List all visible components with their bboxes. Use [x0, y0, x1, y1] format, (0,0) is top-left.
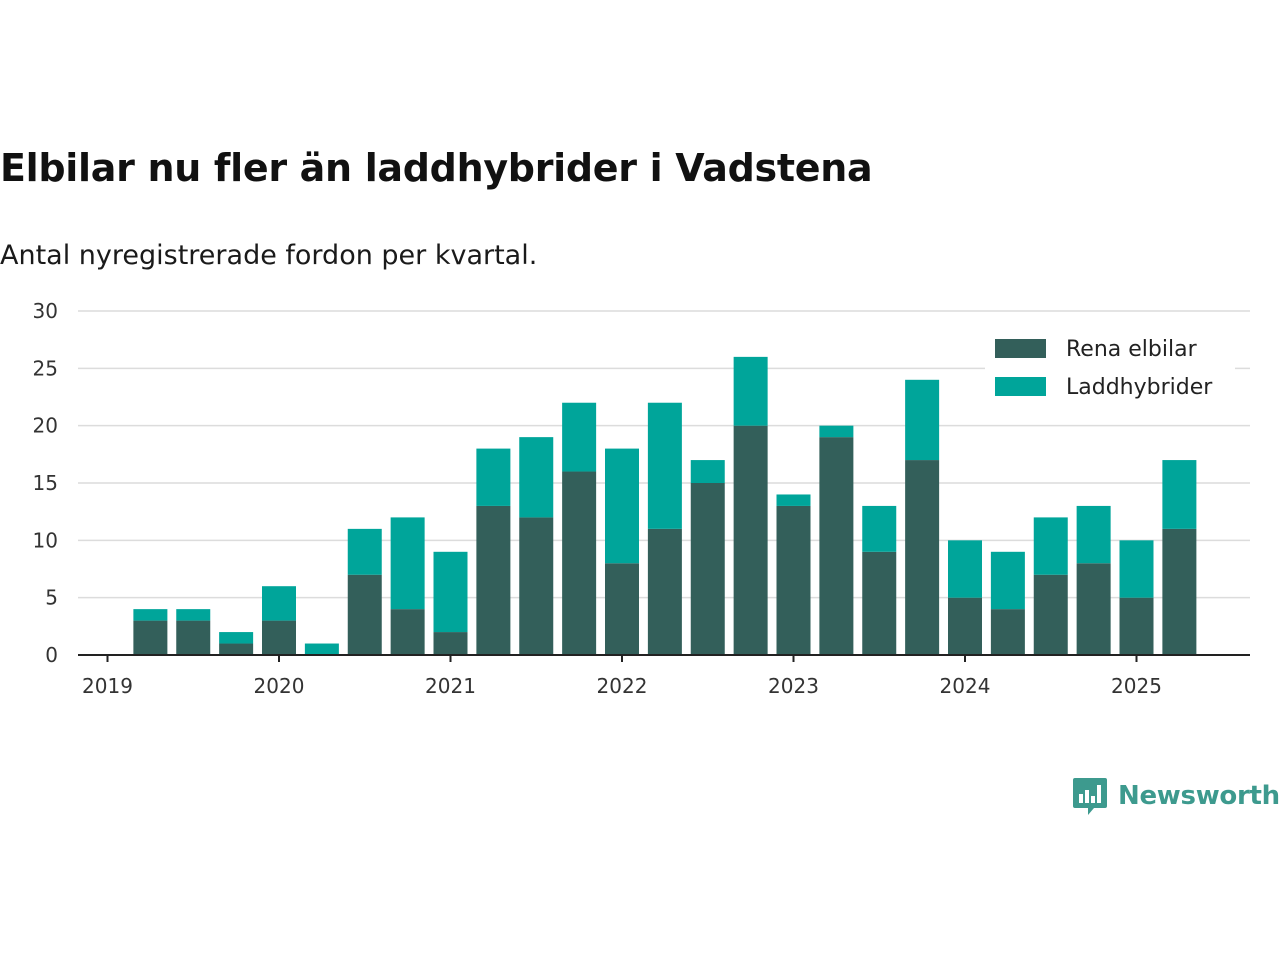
bar-laddhybrider [262, 586, 296, 621]
bar-rena-elbilar [433, 632, 468, 655]
brand-name: Newsworthy [1118, 781, 1280, 811]
bar-laddhybrider [219, 632, 254, 644]
bar-laddhybrider [519, 437, 554, 518]
x-tick-label: 2021 [425, 674, 476, 698]
y-tick-label: 25 [33, 356, 58, 380]
bar-laddhybrider [1033, 517, 1068, 575]
bar-laddhybrider [690, 460, 725, 483]
bar-laddhybrider [1119, 540, 1154, 598]
chart-title: Elbilar nu fler än laddhybrider i Vadste… [0, 146, 873, 190]
bar-rena-elbilar [905, 460, 940, 655]
bar-laddhybrider [390, 517, 425, 610]
bar-rena-elbilar [819, 437, 854, 655]
bar-rena-elbilar [862, 551, 897, 655]
bar-laddhybrider [433, 551, 468, 633]
bar-rena-elbilar [262, 620, 296, 655]
bar-laddhybrider [948, 540, 982, 598]
x-tick-label: 2024 [940, 674, 991, 698]
bar-laddhybrider [905, 379, 940, 461]
x-tick-label: 2023 [768, 674, 819, 698]
bar-laddhybrider [562, 402, 597, 472]
bar-rena-elbilar [605, 563, 639, 655]
bar-laddhybrider [347, 528, 382, 575]
bar-rena-elbilar [647, 528, 682, 655]
legend-swatch [995, 377, 1046, 396]
bar-rena-elbilar [176, 620, 211, 655]
bar-laddhybrider [176, 609, 211, 621]
x-tick-label: 2020 [254, 674, 305, 698]
bar-laddhybrider [304, 643, 339, 655]
y-tick-label: 20 [33, 414, 58, 438]
y-tick-label: 10 [33, 528, 58, 552]
bar-laddhybrider [133, 609, 168, 621]
legend-label: Rena elbilar [1066, 337, 1198, 362]
legend-label: Laddhybrider [1066, 375, 1213, 400]
bar-rena-elbilar [690, 483, 725, 655]
chart-subtitle: Antal nyregistrerade fordon per kvartal. [0, 240, 538, 271]
bar-rena-elbilar [390, 609, 425, 655]
bar-rena-elbilar [1162, 528, 1197, 655]
x-tick-label: 2025 [1111, 674, 1162, 698]
bar-rena-elbilar [219, 643, 254, 655]
y-tick-label: 15 [33, 471, 58, 495]
bar-laddhybrider [647, 402, 682, 529]
bar-rena-elbilar [1033, 574, 1068, 655]
bar-rena-elbilar [562, 471, 597, 655]
bar-laddhybrider [862, 505, 897, 552]
bar-laddhybrider [776, 494, 811, 506]
y-tick-label: 30 [33, 299, 58, 323]
newsworthy-logo: Newsworthy [1072, 776, 1280, 816]
bar-rena-elbilar [347, 574, 382, 655]
bar-rena-elbilar [990, 609, 1025, 655]
bar-rena-elbilar [519, 517, 554, 655]
legend: Rena elbilar Laddhybrider [985, 328, 1235, 408]
bar-rena-elbilar [1076, 563, 1111, 655]
bars [133, 356, 1197, 655]
bar-laddhybrider [1076, 505, 1111, 564]
bar-rena-elbilar [733, 425, 768, 655]
y-tick-label: 5 [45, 586, 58, 610]
legend-swatch [995, 339, 1046, 358]
bar-laddhybrider [605, 448, 639, 564]
bar-laddhybrider [733, 356, 768, 426]
x-tick-label: 2019 [82, 674, 133, 698]
y-tick-label: 0 [45, 643, 58, 667]
x-tick-label: 2022 [597, 674, 648, 698]
bar-laddhybrider [476, 448, 511, 506]
bar-laddhybrider [1162, 460, 1197, 529]
bar-rena-elbilar [476, 505, 511, 655]
bar-rena-elbilar [1119, 597, 1154, 655]
bar-laddhybrider [990, 551, 1025, 610]
bar-rena-elbilar [948, 597, 982, 655]
bar-laddhybrider [819, 425, 854, 438]
bar-rena-elbilar [133, 620, 168, 655]
bar-rena-elbilar [776, 505, 811, 655]
bar-chart-speech-bubble-icon [1073, 778, 1107, 815]
